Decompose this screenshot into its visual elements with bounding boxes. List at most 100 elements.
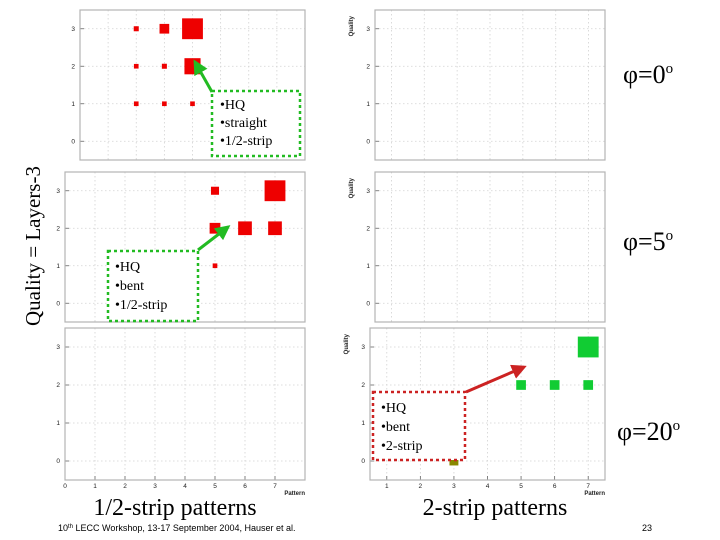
callout-item: •HQ bbox=[381, 401, 406, 416]
tick-label-x: 5 bbox=[213, 483, 217, 490]
callout-item-text: HQ bbox=[386, 401, 406, 416]
phi-label-5: φ=5o bbox=[623, 227, 673, 256]
plot-frame bbox=[64, 171, 306, 323]
y-axis-label: Quality = Layers-3 bbox=[21, 166, 45, 326]
data-box bbox=[190, 101, 195, 107]
callout-arrow bbox=[197, 225, 231, 252]
data-box bbox=[161, 63, 167, 69]
phi-label-0: φ=0o bbox=[623, 60, 673, 89]
y-axis-title: Quality bbox=[349, 177, 355, 198]
tick-label-y: 2 bbox=[56, 225, 60, 232]
callout-phi5: •HQ •bent •1/2-strip bbox=[106, 225, 231, 323]
footer-citation: 10th LECC Workshop, 13-17 September 2004… bbox=[58, 523, 295, 533]
phi-degree: o bbox=[666, 228, 674, 244]
data-box bbox=[268, 221, 282, 236]
data-box bbox=[549, 380, 560, 390]
tick-label-x: 1 bbox=[385, 483, 389, 490]
data-box bbox=[264, 180, 286, 202]
callout-box bbox=[106, 249, 200, 323]
data-box bbox=[238, 221, 252, 236]
tick-label-x: 1 bbox=[93, 483, 97, 490]
callout-item-text: HQ bbox=[225, 98, 245, 113]
tick-label-y: 2 bbox=[366, 225, 370, 232]
tick-label-y: 3 bbox=[366, 188, 370, 195]
callout-item-text: 1/2-strip bbox=[225, 134, 272, 149]
tick-label-x: 7 bbox=[586, 483, 590, 490]
callout-phi20: •HQ •bent •2-strip bbox=[371, 364, 527, 462]
data-box bbox=[209, 222, 221, 234]
footer-text: LECC Workshop, 13-17 September 2004, Hau… bbox=[73, 523, 295, 533]
plot-phi0-two-strip: 0 1 2 3 Quality bbox=[349, 9, 606, 161]
tick-label-y: 3 bbox=[366, 26, 370, 33]
tick-label-x: 2 bbox=[419, 483, 423, 490]
tick-label-x: 3 bbox=[452, 483, 456, 490]
callout-item: •1/2-strip bbox=[220, 134, 272, 149]
tick-label-x: 2 bbox=[123, 483, 127, 490]
callout-arrow bbox=[193, 59, 214, 93]
tick-label-y: 1 bbox=[56, 263, 60, 270]
tick-label-y: 3 bbox=[56, 188, 60, 195]
tick-label-y: 1 bbox=[56, 420, 60, 427]
tick-label-y: 0 bbox=[56, 300, 60, 307]
y-axis-title: Quality bbox=[349, 15, 355, 36]
tick-label-x: 0 bbox=[63, 483, 67, 490]
tick-label-y: 0 bbox=[366, 138, 370, 145]
callout-arrow bbox=[465, 364, 527, 394]
phi-text: φ=0 bbox=[623, 60, 666, 89]
data-box bbox=[516, 380, 526, 390]
tick-label-y: 0 bbox=[56, 458, 60, 465]
tick-label-y: 3 bbox=[71, 26, 75, 33]
plot-frame bbox=[374, 171, 606, 323]
plot-frame bbox=[79, 9, 306, 161]
data-box bbox=[577, 336, 599, 358]
plot-frame bbox=[64, 327, 306, 481]
callout-item-text: 1/2-strip bbox=[120, 298, 167, 313]
callout-item-text: 2-strip bbox=[386, 439, 423, 454]
x-axis-title: Pattern bbox=[584, 491, 605, 497]
data-box bbox=[133, 101, 139, 107]
tick-label-y: 0 bbox=[366, 300, 370, 307]
plot-phi0-half-strip: 0 1 2 3 bbox=[71, 9, 306, 161]
phi-text: φ=20 bbox=[617, 417, 673, 446]
tick-label-x: 7 bbox=[273, 483, 277, 490]
callout-item: •HQ bbox=[220, 98, 245, 113]
data-box bbox=[159, 23, 170, 34]
phi-degree: o bbox=[666, 61, 674, 77]
callout-item: •2-strip bbox=[381, 439, 422, 454]
callout-item-text: straight bbox=[225, 116, 267, 131]
tick-label-x: 6 bbox=[553, 483, 557, 490]
plot-frame bbox=[369, 327, 606, 481]
label-two-strip-patterns: 2-strip patterns bbox=[423, 495, 568, 521]
tick-label-y: 0 bbox=[361, 458, 365, 465]
tick-label-x: 4 bbox=[183, 483, 187, 490]
phi-label-20: φ=20o bbox=[617, 417, 680, 446]
data-box bbox=[212, 263, 218, 269]
tick-label-y: 2 bbox=[361, 382, 365, 389]
tick-label-y: 1 bbox=[361, 420, 365, 427]
callout-box bbox=[371, 390, 467, 462]
label-half-strip-patterns: 1/2-strip patterns bbox=[93, 495, 256, 521]
plot-phi20-half-strip: 0 1 2 3 0 1 2 3 4 5 6 7 Pattern bbox=[56, 327, 306, 497]
page-number: 23 bbox=[642, 523, 652, 533]
tick-label-y: 3 bbox=[361, 344, 365, 351]
callout-phi0: •HQ •straight •1/2-strip bbox=[193, 59, 302, 158]
phi-text: φ=5 bbox=[623, 227, 666, 256]
tick-label-y: 2 bbox=[71, 63, 75, 70]
data-box bbox=[162, 101, 167, 107]
plot-phi5-two-strip: 0 1 2 3 Quality bbox=[349, 171, 606, 323]
data-box bbox=[133, 26, 139, 32]
y-axis-title: Quality bbox=[344, 333, 350, 354]
data-box bbox=[583, 380, 594, 390]
callout-item-text: HQ bbox=[120, 260, 140, 275]
callout-item: •straight bbox=[220, 116, 267, 131]
tick-label-y: 3 bbox=[56, 344, 60, 351]
phi-degree: o bbox=[673, 418, 681, 434]
callout-item: •HQ bbox=[115, 260, 140, 275]
tick-label-y: 1 bbox=[71, 101, 75, 108]
footer-suffix: th bbox=[68, 524, 73, 530]
tick-label-x: 6 bbox=[243, 483, 247, 490]
data-box bbox=[182, 18, 203, 40]
footer-number: 10 bbox=[58, 523, 68, 533]
data-box bbox=[210, 186, 220, 195]
data-box bbox=[133, 63, 139, 69]
